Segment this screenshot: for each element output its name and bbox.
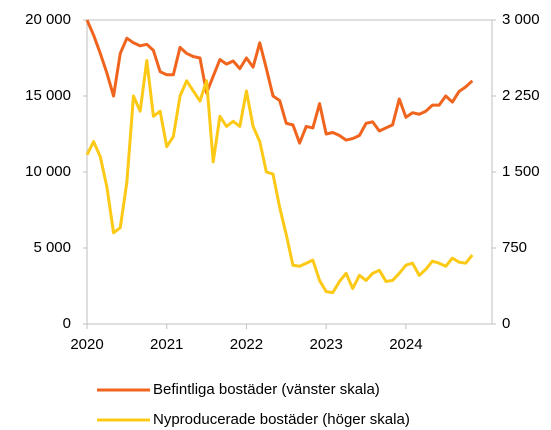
y2-tick-label: 0 (502, 315, 510, 332)
y2-tick-label: 3 000 (502, 11, 540, 28)
x-tick-label: 2020 (70, 336, 103, 353)
y2-tick-label: 750 (502, 239, 527, 256)
y2-tick-label: 2 250 (502, 87, 540, 104)
legend-label: Nyproducerade bostäder (höger skala) (153, 411, 410, 428)
y-tick-label: 0 (63, 315, 71, 332)
x-tick-label: 2021 (150, 336, 183, 353)
y-tick-label: 10 000 (25, 163, 71, 180)
y-tick-label: 20 000 (25, 11, 71, 28)
series-line (85, 19, 474, 145)
y2-tick-label: 1 500 (502, 163, 540, 180)
x-tick-label: 2022 (230, 336, 263, 353)
x-tick-label: 2023 (309, 336, 342, 353)
y-tick-label: 5 000 (33, 239, 71, 256)
legend-label: Befintliga bostäder (vänster skala) (153, 381, 380, 398)
x-tick-label: 2024 (389, 336, 422, 353)
series-line (85, 59, 474, 295)
y-tick-label: 15 000 (25, 87, 71, 104)
